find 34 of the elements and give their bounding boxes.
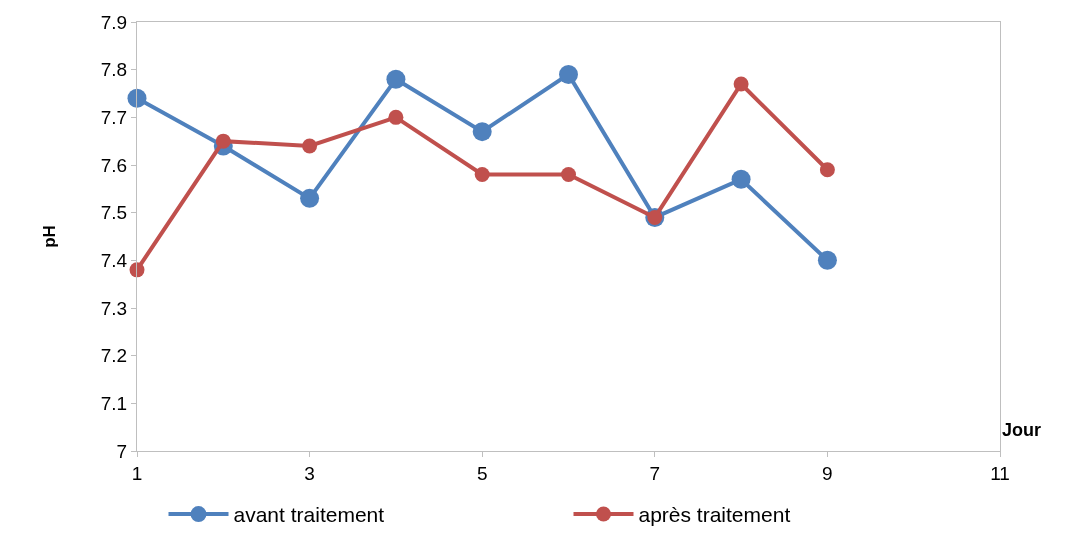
point bbox=[302, 138, 318, 154]
point bbox=[388, 109, 404, 125]
x-tick-label: 1 bbox=[131, 462, 143, 484]
point bbox=[731, 169, 751, 189]
y-tick-label: 7.3 bbox=[100, 297, 128, 319]
y-tick-label: 7.1 bbox=[100, 392, 128, 414]
point bbox=[215, 133, 231, 149]
y-tick-label: 7.4 bbox=[100, 249, 128, 271]
y-tick-label: 7.5 bbox=[100, 202, 128, 224]
y-axis-title: pH bbox=[40, 225, 60, 248]
point bbox=[817, 250, 837, 270]
y-tick-label: 7 bbox=[116, 440, 128, 462]
x-tick-label: 7 bbox=[649, 462, 661, 484]
y-tick-label: 7.9 bbox=[100, 11, 128, 33]
y-tick-label: 7.6 bbox=[100, 154, 128, 176]
x-tick-label: 5 bbox=[476, 462, 488, 484]
point bbox=[559, 64, 578, 84]
point bbox=[474, 167, 490, 183]
point bbox=[819, 162, 835, 178]
x-axis-title: Jour bbox=[1002, 420, 1042, 440]
point bbox=[561, 167, 576, 183]
x-tick-label: 11 bbox=[990, 462, 1010, 484]
legend-label: après traitement bbox=[638, 503, 791, 527]
point bbox=[127, 88, 147, 108]
y-tick-label: 7.7 bbox=[100, 106, 128, 128]
x-tick-label: 3 bbox=[304, 462, 315, 484]
point bbox=[733, 76, 749, 92]
point bbox=[386, 69, 406, 89]
x-tick-label: 9 bbox=[822, 462, 833, 484]
point bbox=[300, 188, 320, 208]
y-tick-label: 7.2 bbox=[100, 345, 128, 367]
point bbox=[472, 122, 492, 142]
legend-label: avant traitement bbox=[233, 503, 385, 527]
y-tick-label: 7.8 bbox=[100, 59, 128, 81]
